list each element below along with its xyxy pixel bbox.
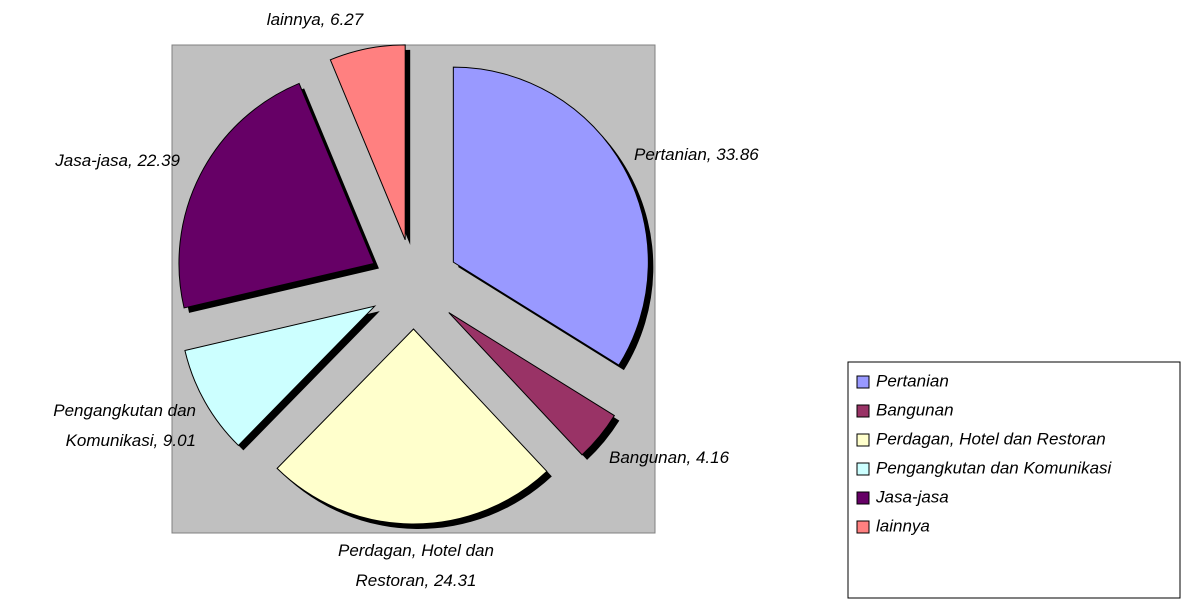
data-label: Jasa-jasa, 22.39 [55, 151, 180, 170]
slice [276, 328, 548, 525]
data-label: Bangunan, 4.16 [609, 448, 730, 467]
legend-swatch [856, 375, 870, 389]
legend-label: Perdagan, Hotel dan Restoran [876, 429, 1106, 448]
slice [329, 44, 406, 241]
data-label: lainnya, 6.27 [266, 10, 364, 29]
legend-swatch [856, 404, 870, 418]
legend-label: Pertanian [876, 371, 949, 390]
data-label: Perdagan, Hotel dan Restoran, 24.31 [338, 541, 494, 590]
legend-swatch [856, 491, 870, 505]
data-label: Pengangkutan dan Komunikasi, 9.01 [53, 401, 196, 450]
data-label: Pertanian, 33.86 [634, 145, 759, 164]
legend-label: lainnya [876, 516, 930, 535]
slice [178, 82, 375, 309]
legend-label: Bangunan [876, 400, 954, 419]
legend-label: Jasa-jasa [875, 487, 949, 506]
slice [448, 312, 616, 456]
legend-label: Pengangkutan dan Komunikasi [876, 458, 1113, 477]
legend-swatch [856, 520, 870, 534]
slice [184, 305, 377, 447]
legend-swatch [856, 462, 870, 476]
slice [452, 66, 649, 366]
legend-swatch [856, 433, 870, 447]
legend [847, 361, 1181, 599]
